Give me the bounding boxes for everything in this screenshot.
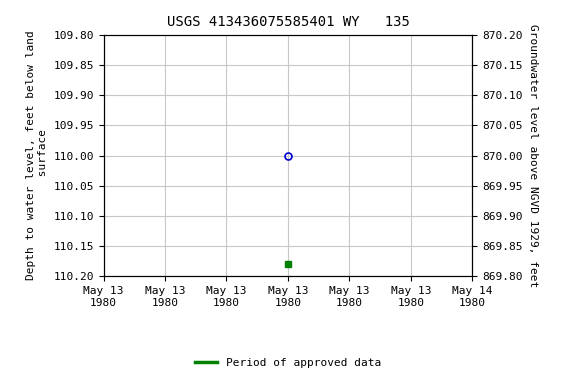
- Y-axis label: Groundwater level above NGVD 1929, feet: Groundwater level above NGVD 1929, feet: [528, 24, 538, 287]
- Title: USGS 413436075585401 WY   135: USGS 413436075585401 WY 135: [166, 15, 410, 29]
- Legend: Period of approved data: Period of approved data: [191, 354, 385, 372]
- Y-axis label: Depth to water level, feet below land
 surface: Depth to water level, feet below land su…: [26, 31, 48, 280]
